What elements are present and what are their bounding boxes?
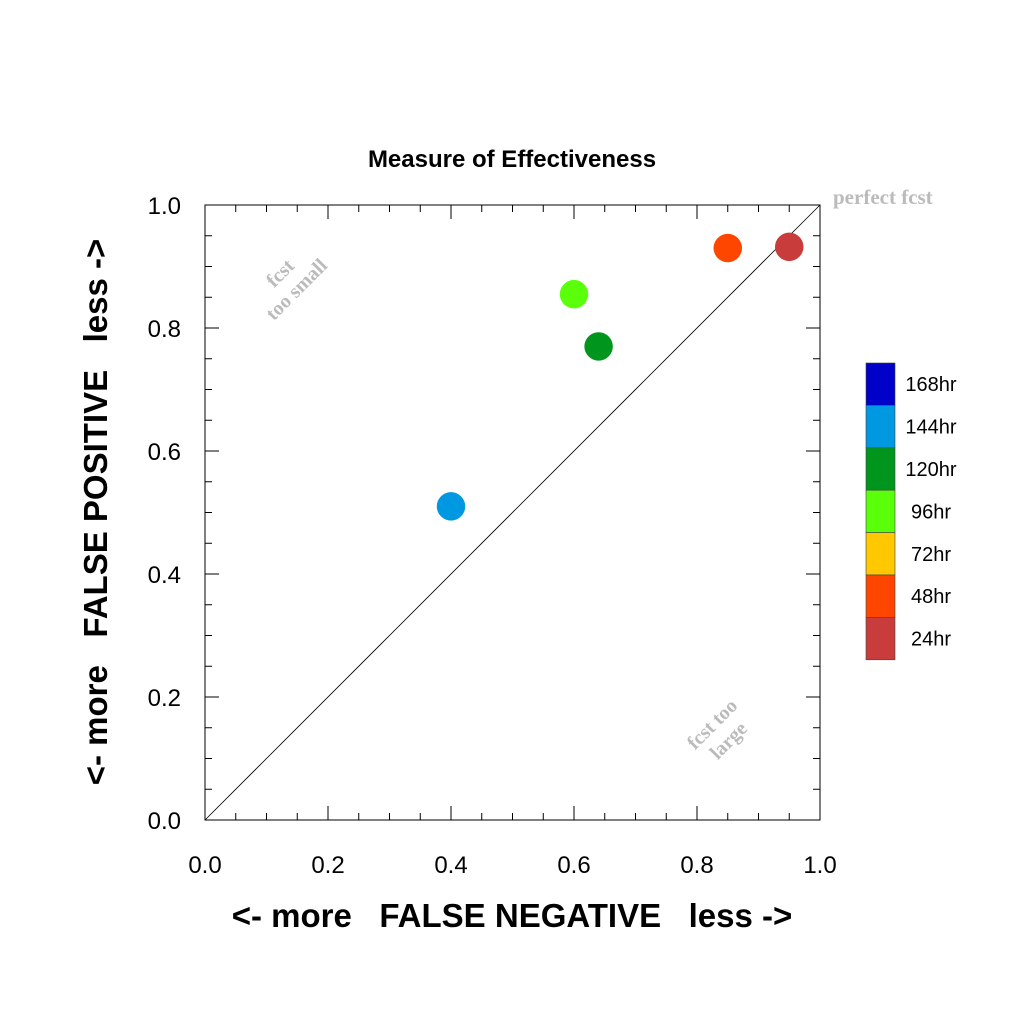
y-tick-label: 0.0 xyxy=(148,808,181,835)
legend-label: 168hr xyxy=(905,374,956,396)
data-point xyxy=(713,233,742,263)
y-tick-label: 1.0 xyxy=(148,193,181,220)
data-point xyxy=(436,492,466,521)
x-tick-label: 0.8 xyxy=(680,852,713,879)
x-tick-label: 0.0 xyxy=(188,852,221,879)
data-point xyxy=(559,279,589,309)
legend-swatch xyxy=(865,362,896,406)
legend-label: 96hr xyxy=(911,501,951,523)
x-tick-label: 0.4 xyxy=(434,852,467,879)
y-tick-label: 0.2 xyxy=(148,685,181,712)
y-tick-label: 0.4 xyxy=(148,562,181,589)
y-axis-label: <- more FALSE POSITIVE less -> xyxy=(77,239,114,786)
legend-label: 120hr xyxy=(905,459,956,481)
legend-swatch xyxy=(865,489,896,533)
legend-label: 72hr xyxy=(911,544,951,566)
x-axis-label: <- more FALSE NEGATIVE less -> xyxy=(232,897,793,934)
x-tick-label: 0.2 xyxy=(311,852,344,879)
legend-swatch xyxy=(865,405,896,449)
legend-label: 48hr xyxy=(911,586,951,608)
y-tick-label: 0.8 xyxy=(148,316,181,343)
y-tick-label: 0.6 xyxy=(148,439,181,466)
chart-title: Measure of Effectiveness xyxy=(368,146,656,173)
data-point xyxy=(775,232,804,262)
legend-swatch xyxy=(865,617,896,661)
legend-swatch xyxy=(865,532,896,576)
legend-swatch xyxy=(865,574,896,618)
perfect-forecast-diagonal xyxy=(204,204,821,821)
legend-label: 24hr xyxy=(911,629,951,651)
annotation-perfect-fcst: perfect fcst xyxy=(833,185,933,209)
x-tick-label: 1.0 xyxy=(803,852,836,879)
x-tick-label: 0.6 xyxy=(557,852,590,879)
legend-swatch xyxy=(865,447,896,491)
data-point xyxy=(584,332,613,361)
legend-label: 144hr xyxy=(905,417,956,439)
